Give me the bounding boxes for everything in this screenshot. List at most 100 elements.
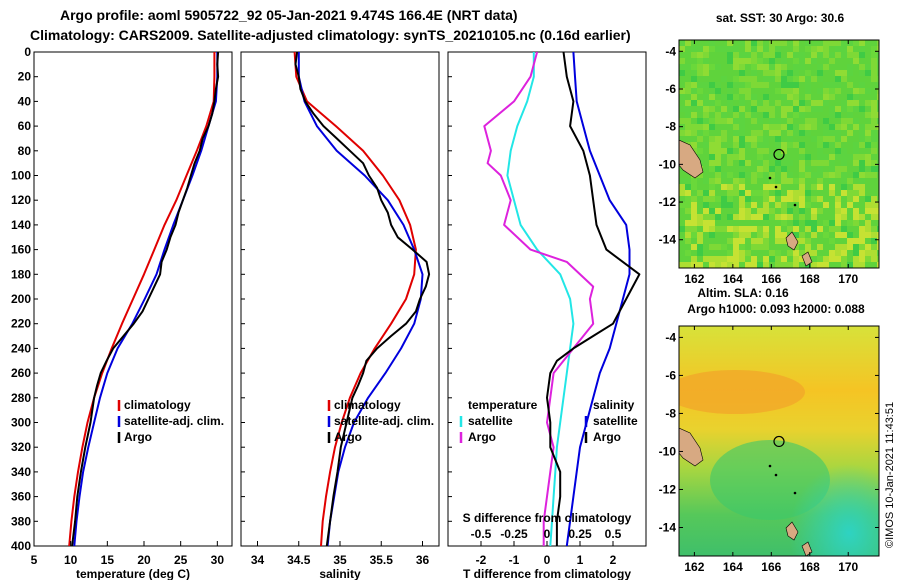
sst-cell <box>757 208 763 214</box>
sst-cell <box>715 262 721 268</box>
sst-cell <box>841 148 847 154</box>
sst-cell <box>841 184 847 190</box>
sst-cell <box>835 82 841 88</box>
sst-cell <box>835 136 841 142</box>
sst-cell <box>685 220 691 226</box>
x-tick-label: 0 <box>544 553 551 567</box>
sst-cell <box>721 46 727 52</box>
sst-cell <box>709 178 715 184</box>
sst-cell <box>865 208 871 214</box>
sst-cell <box>727 94 733 100</box>
sst-cell <box>715 148 721 154</box>
sst-cell <box>859 130 865 136</box>
sst-cell <box>679 40 685 46</box>
lat-tick-label: -8 <box>665 406 676 420</box>
sst-cell <box>697 106 703 112</box>
sst-cell <box>805 130 811 136</box>
sst-cell <box>841 118 847 124</box>
sst-cell <box>847 130 853 136</box>
sst-cell <box>745 208 751 214</box>
sst-cell <box>793 52 799 58</box>
sst-cell <box>793 70 799 76</box>
sst-cell <box>793 250 799 256</box>
sst-cell <box>871 232 877 238</box>
sst-cell <box>817 160 823 166</box>
sst-cell <box>823 40 829 46</box>
sst-cell <box>709 46 715 52</box>
sst-cell <box>769 70 775 76</box>
sst-cell <box>715 154 721 160</box>
sst-cell <box>811 214 817 220</box>
sst-cell <box>775 100 781 106</box>
sst-cell <box>721 202 727 208</box>
sst-cell <box>733 124 739 130</box>
sst-cell <box>715 226 721 232</box>
sst-cell <box>877 226 879 232</box>
sst-cell <box>769 214 775 220</box>
sst-cell <box>733 58 739 64</box>
sst-cell <box>877 196 879 202</box>
temperature-plot-area <box>68 52 220 546</box>
sst-cell <box>757 154 763 160</box>
sst-cell <box>817 262 823 268</box>
sst-cell <box>805 58 811 64</box>
sst-cell <box>763 184 769 190</box>
sst-cell <box>823 160 829 166</box>
sst-cell <box>703 178 709 184</box>
lat-tick-label: -14 <box>659 520 677 534</box>
sst-cell <box>799 64 805 70</box>
sst-cell <box>817 196 823 202</box>
sst-cell <box>715 256 721 262</box>
sst-cell <box>685 106 691 112</box>
sst-cell <box>787 52 793 58</box>
sst-cell <box>691 100 697 106</box>
sst-cell <box>727 160 733 166</box>
legend-label-sal-argo: Argo <box>593 430 621 444</box>
sst-cell <box>805 118 811 124</box>
sst-cell <box>751 202 757 208</box>
sst-cell <box>769 118 775 124</box>
sst-cell <box>853 250 859 256</box>
sst-cell <box>835 76 841 82</box>
sst-cell <box>757 232 763 238</box>
sst-cell <box>853 238 859 244</box>
sst-cell <box>733 64 739 70</box>
sst-cell <box>841 262 847 268</box>
sst-cell <box>787 178 793 184</box>
sst-cell <box>853 142 859 148</box>
sst-cell <box>805 166 811 172</box>
sst-cell <box>865 166 871 172</box>
y-tick-label: 180 <box>11 267 31 281</box>
sst-cell <box>751 76 757 82</box>
sst-cell <box>835 112 841 118</box>
sst-cell <box>751 238 757 244</box>
sst-cell <box>865 226 871 232</box>
sst-cell <box>739 112 745 118</box>
sst-cell <box>877 232 879 238</box>
sst-cell <box>775 226 781 232</box>
islet-dot <box>768 464 772 468</box>
sst-cell <box>691 124 697 130</box>
sst-cell <box>715 100 721 106</box>
sst-cell <box>805 94 811 100</box>
sla-map <box>679 326 879 556</box>
sla-map-subtitle: Argo h1000: 0.093 h2000: 0.088 <box>687 302 865 316</box>
sst-cell <box>781 202 787 208</box>
sst-cell <box>841 160 847 166</box>
sst-cell <box>727 148 733 154</box>
sst-cell <box>823 232 829 238</box>
lat-tick-label: -4 <box>665 330 676 344</box>
sst-cell <box>799 100 805 106</box>
y-tick-label: 300 <box>11 416 31 430</box>
y-tick-label: 60 <box>18 119 32 133</box>
sst-cell <box>715 214 721 220</box>
sst-cell <box>769 250 775 256</box>
top-x-tick-label: 0.25 <box>568 527 592 541</box>
sst-cell <box>823 220 829 226</box>
sst-cell <box>775 88 781 94</box>
sst-cell <box>781 220 787 226</box>
series-line-argo <box>71 52 220 546</box>
sst-cell <box>871 58 877 64</box>
sst-cell <box>745 136 751 142</box>
sst-cell <box>781 148 787 154</box>
